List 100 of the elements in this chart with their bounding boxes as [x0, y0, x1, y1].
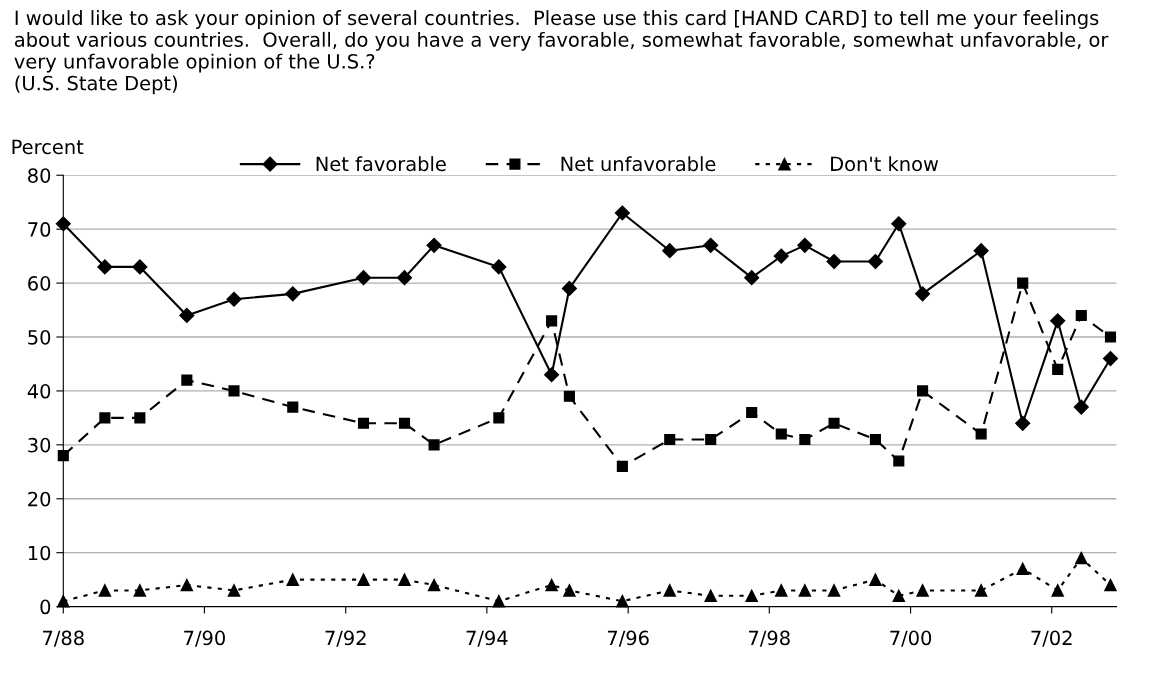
point — [745, 589, 758, 603]
y-tick-label: 80 — [28, 168, 51, 183]
point — [1015, 415, 1031, 431]
y-tick-label: 0 — [40, 599, 51, 615]
x-tick-label: 7/98 — [749, 630, 790, 647]
x-tick-label: 7/90 — [184, 630, 225, 647]
point — [1104, 578, 1117, 592]
point — [827, 584, 841, 597]
x-tick-label: 7/02 — [1031, 630, 1072, 647]
point — [546, 315, 558, 327]
point — [133, 584, 147, 597]
point — [427, 578, 441, 592]
point — [799, 433, 811, 446]
point — [181, 374, 193, 386]
legend-label: Net unfavorable — [561, 156, 716, 172]
point — [973, 243, 989, 259]
point — [55, 216, 71, 232]
point — [355, 270, 372, 286]
point — [826, 253, 842, 270]
point — [1017, 277, 1029, 289]
point — [1051, 584, 1064, 597]
x-tick-label: 7/92 — [325, 630, 366, 647]
chart-title: I would like to ask your opinion of several countries. Please use this card [HAND CARD] to tell me your feelings about various countries. Overall, do you have a very favorable, somewhat favorable, somewhat unfavorable, or very unfavorable opinion of the U.S.? (U.S. State Dept) — [14, 10, 1109, 95]
point — [704, 589, 717, 603]
x-tick-label: 7/96 — [607, 630, 649, 647]
y-tick-label: 50 — [28, 329, 51, 345]
point — [1104, 331, 1117, 343]
legend-label: Don't know — [831, 156, 939, 172]
point — [426, 237, 442, 253]
point — [228, 385, 240, 397]
point — [1075, 309, 1087, 321]
point — [357, 573, 370, 586]
point — [398, 573, 411, 586]
y-tick-label: 70 — [28, 222, 51, 237]
point — [869, 433, 881, 446]
point — [915, 286, 931, 302]
point — [134, 412, 146, 424]
point — [97, 259, 113, 275]
point — [226, 291, 242, 307]
point — [227, 584, 241, 597]
point — [545, 578, 558, 592]
point — [614, 205, 630, 221]
point — [892, 589, 906, 603]
point — [891, 216, 907, 232]
y-axis-title: Percent — [12, 139, 84, 155]
point — [616, 460, 628, 472]
point — [180, 578, 194, 592]
point — [797, 237, 813, 253]
point — [1073, 399, 1089, 415]
point — [491, 259, 507, 275]
point — [99, 412, 111, 424]
point — [493, 412, 505, 424]
point — [179, 307, 195, 324]
point — [828, 417, 840, 429]
point — [773, 248, 789, 264]
point — [746, 406, 758, 419]
y-tick-label: 10 — [28, 545, 51, 561]
point — [1050, 313, 1066, 329]
point — [398, 417, 411, 429]
legend-label: Net favorable — [316, 156, 446, 172]
x-tick-label: 7/88 — [43, 630, 84, 647]
y-tick-label: 20 — [28, 491, 51, 507]
point — [563, 584, 576, 597]
point — [974, 584, 988, 597]
point — [664, 433, 676, 446]
x-tick-label: 7/94 — [466, 630, 508, 647]
point — [561, 280, 577, 297]
point — [663, 584, 676, 597]
point — [917, 385, 929, 397]
point — [286, 573, 300, 586]
point — [869, 573, 882, 586]
point — [357, 417, 370, 429]
point — [98, 584, 112, 597]
point — [893, 455, 905, 467]
point — [798, 584, 812, 597]
point — [775, 428, 787, 440]
x-tick-label: 7/00 — [890, 630, 932, 647]
point — [1102, 350, 1119, 367]
point — [287, 401, 299, 413]
point — [285, 286, 301, 302]
point — [775, 584, 788, 597]
point — [744, 270, 760, 286]
point — [1052, 363, 1064, 375]
point — [57, 450, 69, 462]
y-tick-label: 40 — [27, 383, 51, 399]
y-tick-label: 30 — [28, 437, 51, 453]
point — [975, 428, 987, 440]
point — [703, 237, 719, 253]
point — [428, 439, 440, 451]
point — [867, 253, 883, 270]
point — [132, 259, 148, 275]
point — [544, 367, 560, 383]
point — [705, 433, 717, 446]
point — [1075, 551, 1088, 565]
point — [396, 270, 413, 286]
point — [1016, 562, 1029, 576]
point — [662, 243, 678, 259]
point — [916, 584, 929, 597]
y-tick-label: 60 — [28, 276, 51, 291]
point — [563, 390, 575, 402]
